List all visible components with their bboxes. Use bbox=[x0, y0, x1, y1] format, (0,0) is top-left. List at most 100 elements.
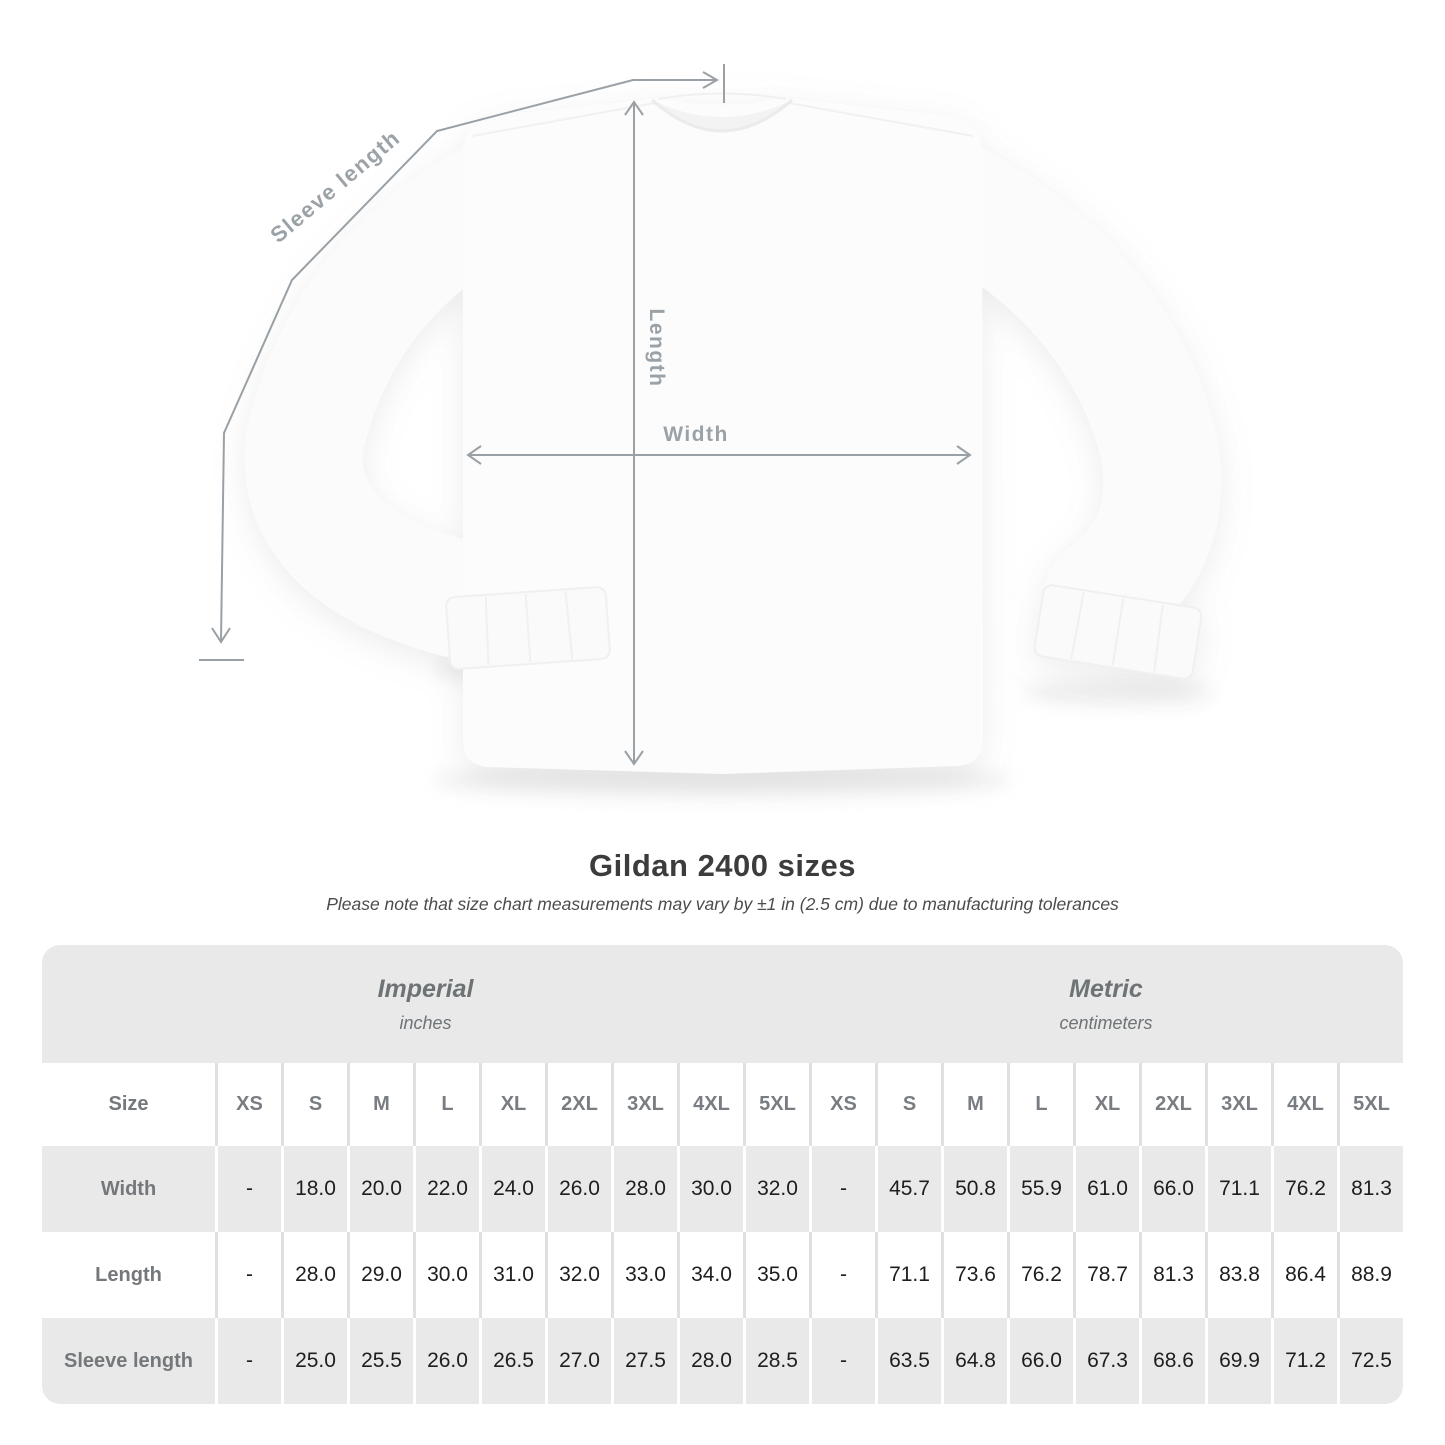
size-header-row: Size XS S M L XL 2XL 3XL 4XL 5XL XS S M L XL 2XL 3XL 4XL 5… bbox=[42, 1063, 1403, 1146]
size-column-header: 4XL bbox=[677, 1063, 743, 1146]
measurement-value-metric: 61.0 bbox=[1073, 1146, 1139, 1232]
size-column-header: 4XL bbox=[1271, 1063, 1337, 1146]
measurement-row: Sleeve length -25.0 25.5 26.0 26.5 27.0 27.5 28… bbox=[42, 1318, 1403, 1404]
measurement-value-metric: 73.6 bbox=[941, 1232, 1007, 1318]
measurement-value-metric: 66.0 bbox=[1007, 1318, 1073, 1404]
measurement-value-imperial: 18.0 bbox=[281, 1146, 347, 1232]
measurement-value-metric: 55.9 bbox=[1007, 1146, 1073, 1232]
size-column-header: XL bbox=[479, 1063, 545, 1146]
measurement-value-metric: 68.6 bbox=[1139, 1318, 1205, 1404]
length-arrow-down-icon bbox=[624, 750, 644, 766]
width-label: Width bbox=[663, 423, 729, 446]
length-label: Length bbox=[645, 309, 668, 388]
measurement-value-imperial: 30.0 bbox=[413, 1232, 479, 1318]
measurement-value-imperial: - bbox=[215, 1318, 281, 1404]
size-header-label: Size bbox=[108, 1093, 149, 1115]
measurement-value-metric: 81.3 bbox=[1337, 1146, 1403, 1232]
unit-group-header-row: Imperial inches Metric centimeters bbox=[42, 945, 1403, 1063]
measurement-value-imperial: 26.5 bbox=[479, 1318, 545, 1404]
measurement-value-imperial: 20.0 bbox=[347, 1146, 413, 1232]
measurement-value-metric: 72.5 bbox=[1337, 1318, 1403, 1404]
imperial-group-unit: inches bbox=[399, 1012, 452, 1033]
page-subtitle: Please note that size chart measurements… bbox=[326, 894, 1119, 914]
measurement-value-imperial: 34.0 bbox=[677, 1232, 743, 1318]
measurement-row: Length -28.0 29.0 30.0 31.0 32.0 33.0 34.0 35.0-… bbox=[42, 1232, 1403, 1318]
right-cuff-shadow bbox=[1023, 679, 1213, 705]
size-column-header: L bbox=[1007, 1063, 1073, 1146]
measurement-row: Width -18.0 20.0 22.0 24.0 26.0 28.0 30.0 32.0-4… bbox=[42, 1146, 1403, 1232]
measurement-row-label: Length bbox=[95, 1263, 162, 1286]
measurement-value-metric: 83.8 bbox=[1205, 1232, 1271, 1318]
measurement-value-metric: 81.3 bbox=[1139, 1232, 1205, 1318]
measurement-value-metric: 66.0 bbox=[1139, 1146, 1205, 1232]
measurement-value-metric: - bbox=[809, 1318, 875, 1404]
shirt-image bbox=[244, 92, 1222, 774]
measurement-value-metric: 67.3 bbox=[1073, 1318, 1139, 1404]
measurement-value-metric: 76.2 bbox=[1271, 1146, 1337, 1232]
measurement-value-metric: 50.8 bbox=[941, 1146, 1007, 1232]
measurement-value-metric: 76.2 bbox=[1007, 1232, 1073, 1318]
measurement-value-imperial: - bbox=[215, 1146, 281, 1232]
size-column-header: M bbox=[941, 1063, 1007, 1146]
measurement-value-imperial: 35.0 bbox=[743, 1232, 809, 1318]
measurement-value-imperial: 28.5 bbox=[743, 1318, 809, 1404]
measurement-value-imperial: 31.0 bbox=[479, 1232, 545, 1318]
metric-group-unit: centimeters bbox=[1059, 1012, 1153, 1033]
size-column-header: 3XL bbox=[611, 1063, 677, 1146]
measurement-value-imperial: 32.0 bbox=[743, 1146, 809, 1232]
measurement-value-metric: 78.7 bbox=[1073, 1232, 1139, 1318]
measurement-value-metric: 63.5 bbox=[875, 1318, 941, 1404]
sleeve-length-line bbox=[220, 79, 716, 642]
metric-group-name: Metric bbox=[1069, 974, 1143, 1003]
measurement-value-metric: - bbox=[809, 1146, 875, 1232]
metric-group-header: Metric centimeters bbox=[809, 945, 1403, 1063]
measurement-value-imperial: - bbox=[215, 1232, 281, 1318]
size-column-header: L bbox=[413, 1063, 479, 1146]
measurement-value-metric: 64.8 bbox=[941, 1318, 1007, 1404]
measurement-value-imperial: 26.0 bbox=[545, 1146, 611, 1232]
size-column-header: 2XL bbox=[545, 1063, 611, 1146]
size-column-header: XL bbox=[1073, 1063, 1139, 1146]
size-column-header: S bbox=[281, 1063, 347, 1146]
measurement-value-metric: 71.1 bbox=[875, 1232, 941, 1318]
measurement-value-metric: 71.1 bbox=[1205, 1146, 1271, 1232]
sleeve-length-arrow-down-icon bbox=[211, 627, 231, 644]
measurement-value-metric: 88.9 bbox=[1337, 1232, 1403, 1318]
width-arrow-left-icon bbox=[466, 445, 482, 465]
measurement-value-imperial: 30.0 bbox=[677, 1146, 743, 1232]
measurement-value-imperial: 25.5 bbox=[347, 1318, 413, 1404]
measurement-value-imperial: 29.0 bbox=[347, 1232, 413, 1318]
measurement-value-imperial: 22.0 bbox=[413, 1146, 479, 1232]
caption: Gildan 2400 sizes Please note that size … bbox=[0, 848, 1445, 915]
shirt-measurement-diagram: Sleeve length Length Width bbox=[199, 64, 1222, 795]
shirt-hem-shadow bbox=[432, 765, 1012, 795]
measurement-value-imperial: 28.0 bbox=[677, 1318, 743, 1404]
size-column-header: 5XL bbox=[743, 1063, 809, 1146]
measurement-value-metric: 69.9 bbox=[1205, 1318, 1271, 1404]
measurement-value-metric: - bbox=[809, 1232, 875, 1318]
page-title: Gildan 2400 sizes bbox=[589, 848, 856, 883]
measurement-value-imperial: 28.0 bbox=[611, 1146, 677, 1232]
measurement-row-label: Sleeve length bbox=[64, 1349, 193, 1372]
sleeve-length-arrow-right-icon bbox=[702, 71, 720, 89]
size-column-header: 2XL bbox=[1139, 1063, 1205, 1146]
length-arrow-up-icon bbox=[624, 100, 644, 116]
measurement-value-imperial: 26.0 bbox=[413, 1318, 479, 1404]
measurement-value-imperial: 27.5 bbox=[611, 1318, 677, 1404]
measurement-row-label: Width bbox=[100, 1177, 157, 1200]
measurement-value-imperial: 24.0 bbox=[479, 1146, 545, 1232]
size-column-header: M bbox=[347, 1063, 413, 1146]
measurement-value-metric: 71.2 bbox=[1271, 1318, 1337, 1404]
measurement-value-metric: 45.7 bbox=[875, 1146, 941, 1232]
measurement-value-imperial: 25.0 bbox=[281, 1318, 347, 1404]
measurement-value-imperial: 28.0 bbox=[281, 1232, 347, 1318]
imperial-group-name: Imperial bbox=[377, 974, 474, 1003]
size-chart-table: Imperial inches Metric centimeters Size X… bbox=[42, 945, 1403, 1404]
size-column-header: S bbox=[875, 1063, 941, 1146]
width-arrow-right-icon bbox=[956, 445, 972, 465]
measurement-value-imperial: 32.0 bbox=[545, 1232, 611, 1318]
measurement-value-metric: 86.4 bbox=[1271, 1232, 1337, 1318]
imperial-group-header: Imperial inches bbox=[42, 945, 809, 1063]
size-column-header: XS bbox=[809, 1063, 875, 1146]
measurement-value-imperial: 33.0 bbox=[611, 1232, 677, 1318]
